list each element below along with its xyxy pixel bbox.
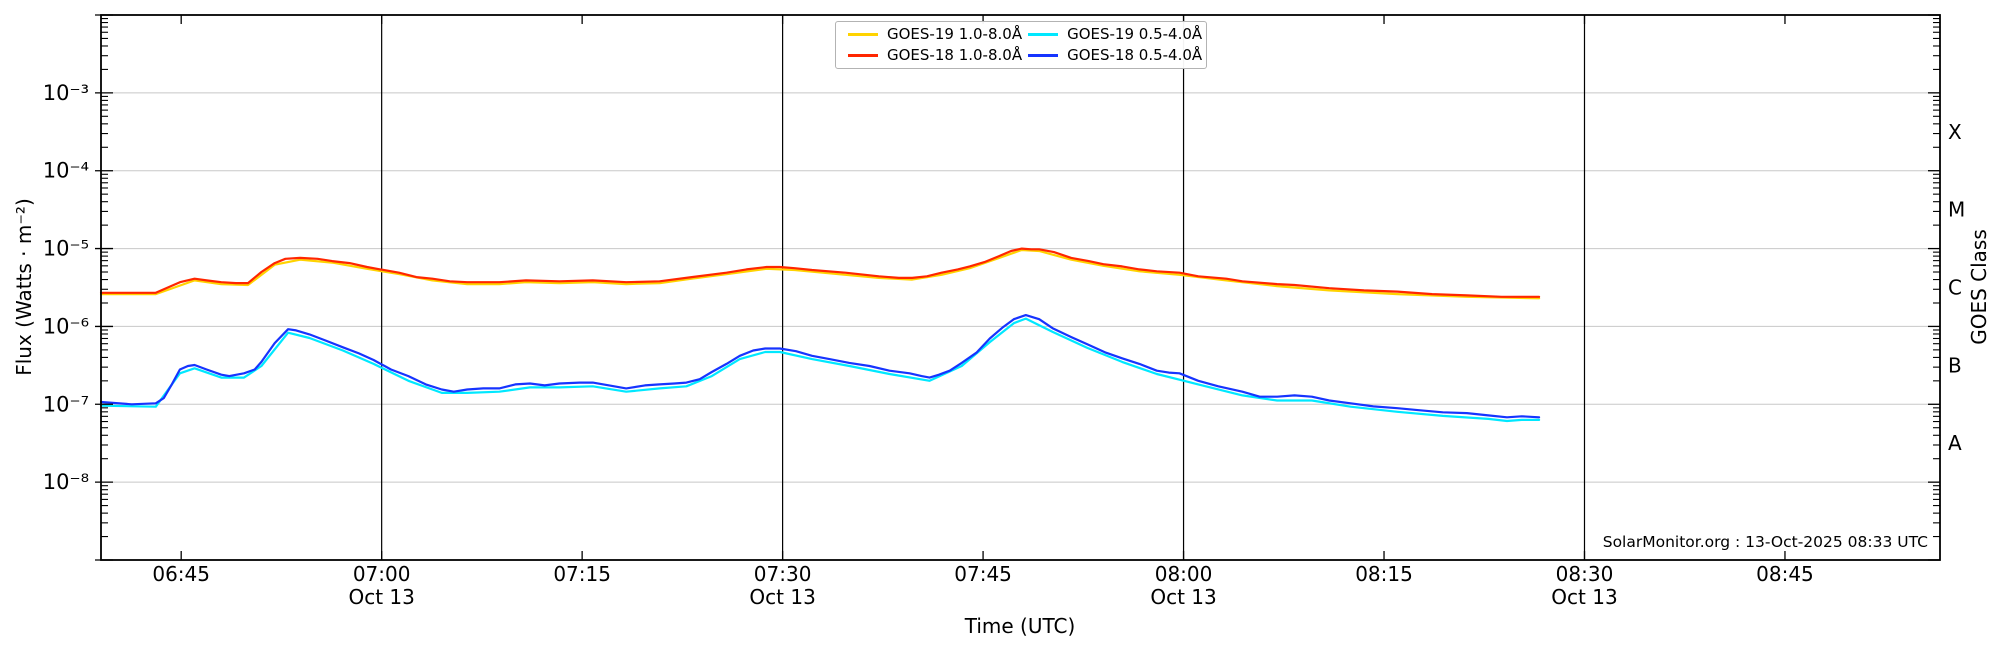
source-timestamp: SolarMonitor.org : 13-Oct-2025 08:33 UTC [1602,533,1928,551]
legend-label: GOES-18 1.0-8.0Å [887,46,1023,64]
legend-item-goes18-short: GOES-18 0.5-4.0Å [1022,48,1202,63]
flux-curve-goes-18-0-5-4-0 [99,314,1541,419]
legend-line-swatch-goes18-short [1028,54,1059,57]
x-tick-label: 07:30 [754,562,812,586]
legend-item-goes19-short: GOES-19 0.5-4.0Å [1022,27,1202,42]
x-tick-date-label: Oct 13 [1150,585,1216,609]
goes-class-label-m: M [1948,198,1965,222]
legend-line-swatch-goes19-long [848,33,878,36]
legend-label: GOES-19 0.5-4.0Å [1067,25,1203,43]
flux-curve-goes-18-1-0-8-0 [99,247,1541,298]
x-tick-label: 07:00 [353,562,411,586]
legend: GOES-19 1.0-8.0Å GOES-18 1.0-8.0Å GOES-1… [835,21,1207,69]
x-tick-date-label: Oct 13 [348,585,414,609]
y-tick-label: 10⁻³ [43,81,89,105]
x-axis-title-time: Time (UTC) [964,614,1076,638]
y-tick-label: 10⁻⁵ [43,237,89,261]
legend-line-swatch-goes19-short [1028,33,1059,36]
plot-border [100,14,1941,561]
flux-curve-goes-19-1-0-8-0 [99,248,1541,300]
legend-line-swatch-goes18-long [848,54,878,57]
y-tick-label: 10⁻⁴ [43,159,89,183]
goes-class-label-x: X [1948,120,1962,144]
x-tick-label: 08:00 [1155,562,1213,586]
x-tick-label: 07:15 [553,562,611,586]
goes-class-label-c: C [1948,276,1962,300]
x-tick-date-label: Oct 13 [1551,585,1617,609]
x-tick-date-label: Oct 13 [749,585,815,609]
flux-curve-goes-19-0-5-4-0 [99,317,1541,423]
legend-item-goes18-long: GOES-18 1.0-8.0Å [842,48,1022,63]
y-tick-label: 10⁻⁸ [43,470,89,494]
y-axis-title-goes-class: GOES Class [1967,229,1991,345]
x-tick-label: 08:45 [1756,562,1814,586]
legend-label: GOES-19 1.0-8.0Å [887,25,1023,43]
legend-label: GOES-18 0.5-4.0Å [1067,46,1203,64]
x-tick-label: 07:45 [954,562,1012,586]
legend-item-goes19-long: GOES-19 1.0-8.0Å [842,27,1022,42]
goes-class-label-a: A [1948,431,1962,455]
y-axis-title-flux: Flux (Watts · m⁻²) [12,198,36,376]
goes-class-label-b: B [1948,353,1962,377]
y-tick-label: 10⁻⁶ [43,314,89,338]
x-tick-label: 08:30 [1556,562,1614,586]
y-tick-label: 10⁻⁷ [43,392,89,416]
x-tick-label: 06:45 [152,562,210,586]
x-tick-label: 08:15 [1355,562,1413,586]
